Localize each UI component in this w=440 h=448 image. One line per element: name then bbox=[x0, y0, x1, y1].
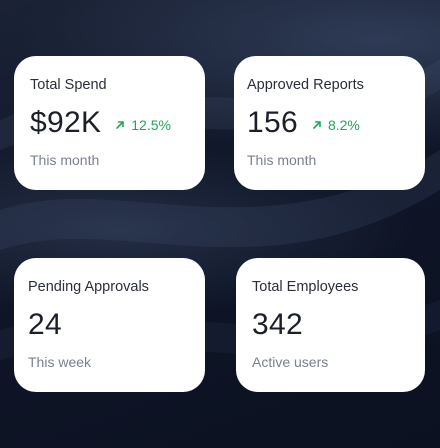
trend-percent: 8.2% bbox=[327, 116, 360, 133]
stat-value: 342 bbox=[252, 308, 303, 341]
stat-card-total-spend[interactable]: Total Spend $92K 12.5% This month bbox=[14, 56, 205, 190]
stat-card-approved-reports[interactable]: Approved Reports 156 8.2% This month bbox=[234, 56, 425, 190]
trend-percent: 12.5% bbox=[131, 116, 171, 133]
stat-period: This month bbox=[30, 152, 100, 168]
trend-indicator: 8.2% bbox=[312, 117, 360, 133]
stat-label: Total Employees bbox=[252, 279, 359, 295]
stat-period: Active users bbox=[252, 354, 329, 370]
trend-indicator: 12.5% bbox=[115, 117, 171, 133]
stat-label: Pending Approvals bbox=[28, 279, 149, 295]
stat-card-pending-approvals[interactable]: Pending Approvals 24 This week bbox=[14, 258, 205, 392]
arrow-up-right-icon bbox=[313, 120, 321, 129]
stat-card-total-employees[interactable]: Total Employees 342 Active users bbox=[236, 258, 425, 392]
stat-period: This month bbox=[247, 152, 317, 168]
stat-value: 24 bbox=[28, 308, 62, 341]
stat-period: This week bbox=[28, 354, 92, 370]
stat-value: $92K bbox=[30, 106, 102, 139]
stat-label: Total Spend bbox=[30, 77, 107, 93]
stat-value: 156 bbox=[247, 106, 298, 139]
stat-label: Approved Reports bbox=[247, 77, 364, 93]
arrow-up-right-icon bbox=[116, 120, 125, 129]
